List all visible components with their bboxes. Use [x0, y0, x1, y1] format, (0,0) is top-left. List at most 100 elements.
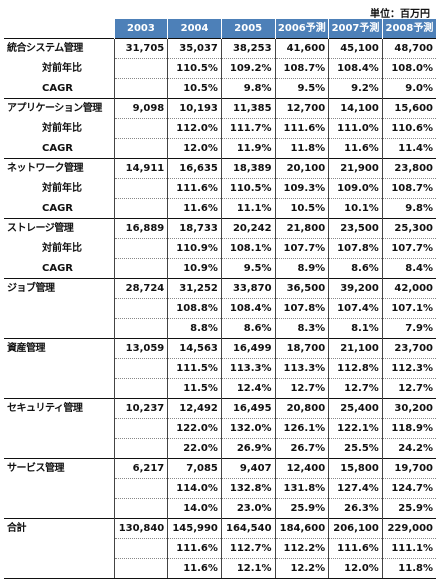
header-year-2005: 2005	[220, 19, 276, 39]
cagr-row: CAGR 10.9% 9.5% 8.9% 8.6% 8.4%	[4, 258, 436, 279]
cagr-label	[4, 439, 114, 459]
yoy-cell: 114.0%	[167, 478, 222, 499]
cagr-cell	[113, 138, 168, 159]
yoy-label	[4, 359, 114, 379]
cagr-cell: 8.6%	[220, 318, 276, 339]
cagr-cell: 11.4%	[381, 138, 436, 159]
cagr-cell: 11.6%	[167, 558, 222, 579]
value-cell: 206,100	[328, 518, 383, 539]
yoy-row: 対前年比 111.6% 110.5% 109.3% 109.0% 108.7%	[4, 178, 436, 199]
yoy-row: 114.0% 132.8% 131.8% 127.4% 124.7%	[4, 478, 436, 499]
yoy-cell: 111.7%	[220, 118, 276, 139]
yoy-row: 対前年比 112.0% 111.7% 111.6% 111.0% 110.6%	[4, 118, 436, 139]
category-name: 合計	[4, 518, 115, 539]
cagr-cell: 11.6%	[167, 198, 222, 219]
value-cell: 42,000	[381, 278, 436, 299]
cagr-cell: 24.2%	[381, 438, 436, 459]
value-cell: 18,389	[220, 158, 276, 179]
cagr-cell: 9.2%	[328, 78, 383, 99]
cagr-row: 11.6% 12.1% 12.2% 12.0% 11.8%	[4, 558, 436, 579]
yoy-label	[4, 419, 114, 439]
cagr-row: CAGR 12.0% 11.9% 11.8% 11.6% 11.4%	[4, 138, 436, 159]
yoy-cell: 107.4%	[328, 298, 383, 319]
cagr-cell: 11.8%	[274, 138, 329, 159]
yoy-label: 対前年比	[42, 243, 82, 254]
value-cell: 16,889	[113, 218, 168, 239]
cagr-cell: 10.5%	[274, 198, 329, 219]
value-cell: 45,100	[328, 38, 383, 59]
yoy-cell: 124.7%	[381, 478, 436, 499]
category-name: 統合システム管理	[4, 38, 115, 59]
category-name: アプリケーション管理	[4, 98, 115, 119]
yoy-cell: 126.1%	[274, 418, 329, 439]
yoy-cell: 113.3%	[220, 358, 276, 379]
header-year-2003: 2003	[113, 19, 168, 39]
yoy-cell: 122.0%	[167, 418, 222, 439]
value-cell: 229,000	[381, 518, 436, 539]
yoy-cell: 107.8%	[274, 298, 329, 319]
yoy-cell: 108.4%	[220, 298, 276, 319]
cagr-cell	[113, 438, 168, 459]
yoy-cell: 118.9%	[381, 418, 436, 439]
cagr-label: CAGR	[42, 142, 73, 154]
category-name: ストレージ管理	[4, 218, 115, 239]
cagr-label	[4, 379, 114, 399]
cagr-cell: 11.8%	[381, 558, 436, 579]
yoy-cell: 112.8%	[328, 358, 383, 379]
cagr-cell: 9.0%	[381, 78, 436, 99]
cagr-label	[4, 558, 115, 579]
yoy-cell: 111.1%	[381, 538, 436, 559]
yoy-cell: 111.0%	[328, 118, 383, 139]
value-cell: 39,200	[328, 278, 383, 299]
value-cell: 16,495	[220, 398, 276, 419]
cagr-cell: 11.5%	[167, 378, 222, 399]
category-row-integrated-system: 統合システム管理 31,705 35,037 38,253 41,600 45,100 48…	[4, 38, 436, 59]
yoy-cell: 110.6%	[381, 118, 436, 139]
value-cell: 36,500	[274, 278, 329, 299]
header-row: 2003 2004 2005 2006予測 2007予測 2008予測	[4, 19, 436, 39]
cagr-label	[4, 499, 114, 519]
category-row-total: 合計 130,840 145,990 164,540 184,600 206,100 229…	[4, 518, 436, 539]
value-cell: 23,700	[381, 338, 436, 359]
yoy-cell: 109.3%	[274, 178, 329, 199]
yoy-cell: 122.1%	[328, 418, 383, 439]
yoy-row: 111.5% 113.3% 113.3% 112.8% 112.3%	[4, 358, 436, 379]
yoy-cell	[113, 538, 168, 559]
cagr-cell: 9.5%	[220, 258, 276, 279]
cagr-cell: 25.5%	[328, 438, 383, 459]
cagr-cell: 26.7%	[274, 438, 329, 459]
yoy-label	[4, 539, 114, 559]
category-row-job: ジョブ管理 28,724 31,252 33,870 36,500 39,200 42,00…	[4, 278, 436, 299]
cagr-row: CAGR 11.6% 11.1% 10.5% 10.1% 9.8%	[4, 198, 436, 219]
value-cell: 13,059	[113, 338, 168, 359]
cagr-cell: 14.0%	[167, 498, 222, 519]
value-cell: 15,600	[381, 98, 436, 119]
yoy-cell: 111.6%	[167, 178, 222, 199]
cagr-row: 22.0% 26.9% 26.7% 25.5% 24.2%	[4, 438, 436, 459]
yoy-row: 対前年比 110.5% 109.2% 108.7% 108.4% 108.0%	[4, 58, 436, 79]
cagr-cell: 8.1%	[328, 318, 383, 339]
cagr-cell: 8.9%	[274, 258, 329, 279]
value-cell: 35,037	[167, 38, 222, 59]
value-cell: 9,407	[220, 458, 276, 479]
category-name: セキュリティ管理	[4, 398, 115, 419]
cagr-cell: 22.0%	[167, 438, 222, 459]
cagr-cell: 12.7%	[274, 378, 329, 399]
yoy-label: 対前年比	[42, 63, 82, 74]
yoy-cell: 112.7%	[220, 538, 276, 559]
value-cell: 15,800	[328, 458, 383, 479]
value-cell: 20,800	[274, 398, 329, 419]
value-cell: 6,217	[113, 458, 168, 479]
value-cell: 38,253	[220, 38, 276, 59]
yoy-cell	[113, 298, 168, 319]
yoy-cell: 131.8%	[274, 478, 329, 499]
value-cell: 145,990	[167, 518, 222, 539]
cagr-label: CAGR	[42, 262, 73, 274]
yoy-label: 対前年比	[42, 123, 82, 134]
unit-label: 単位：百万円	[370, 9, 430, 20]
yoy-cell: 108.8%	[167, 298, 222, 319]
yoy-label	[4, 299, 114, 319]
cagr-cell: 23.0%	[220, 498, 276, 519]
value-cell: 130,840	[113, 518, 168, 539]
value-cell: 31,252	[167, 278, 222, 299]
